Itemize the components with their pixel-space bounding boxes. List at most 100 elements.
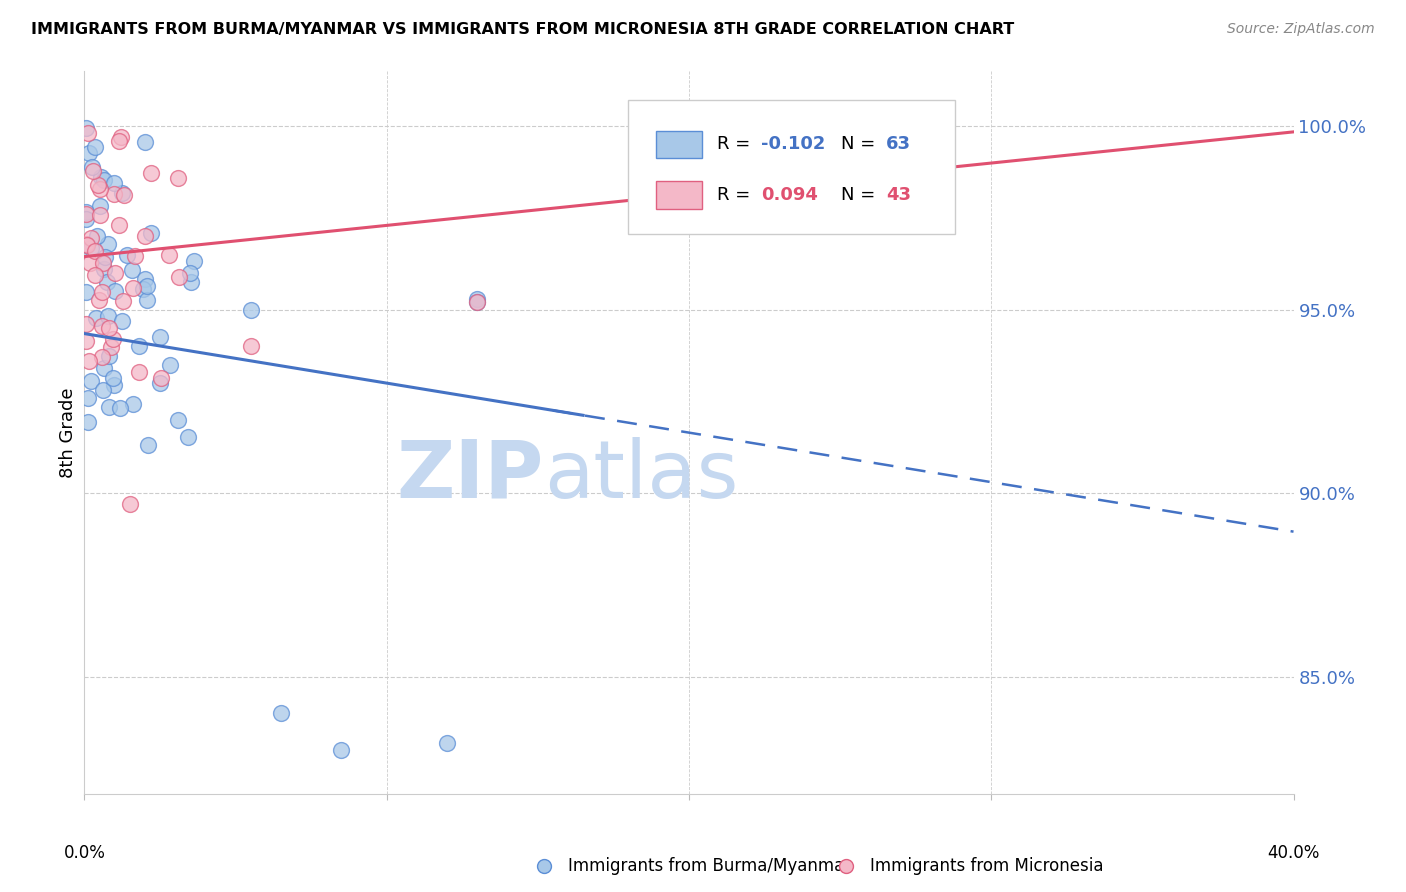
Point (136, 438, 159, 452)
Point (157, 248, 180, 262)
Point (136, 279, 159, 293)
Point (75, 317, 97, 331)
Point (330, 743, 353, 757)
Point (134, 271, 156, 285)
Point (79, 231, 101, 245)
Text: 63: 63 (886, 136, 911, 153)
FancyBboxPatch shape (628, 100, 955, 234)
Text: -0.102: -0.102 (762, 136, 825, 153)
Text: 40.0%: 40.0% (1267, 845, 1320, 863)
Point (159, 358, 181, 372)
Point (89, 293, 111, 307)
Point (132, 282, 155, 296)
Point (167, 412, 190, 426)
Point (177, 430, 200, 444)
Point (93, 261, 115, 276)
Point (76, 127, 98, 141)
Point (77, 415, 100, 429)
Point (76, 391, 98, 405)
Point (91, 256, 114, 270)
Point (98, 401, 121, 415)
Y-axis label: 8th Grade: 8th Grade (59, 387, 77, 478)
Point (94, 250, 117, 264)
Text: N =: N = (841, 186, 882, 204)
Point (82, 163, 104, 178)
Point (270, 706, 292, 721)
Point (141, 166, 163, 180)
Point (128, 339, 150, 353)
Point (183, 254, 205, 268)
Point (98, 349, 121, 363)
Point (75, 206, 97, 220)
Point (77, 145, 100, 160)
Point (89, 199, 111, 213)
Point (75, 285, 97, 299)
Point (467, 292, 489, 306)
Text: Immigrants from Micronesia: Immigrants from Micronesia (870, 857, 1104, 875)
Point (121, 397, 143, 411)
Point (75, 204, 97, 219)
Point (239, 302, 262, 317)
Point (79, 256, 101, 270)
Point (80, 241, 103, 255)
Point (91, 285, 114, 299)
Point (112, 188, 135, 202)
Point (86, 178, 108, 193)
Point (104, 285, 127, 299)
Point (80, 374, 103, 388)
Point (90, 169, 112, 184)
Point (121, 263, 143, 277)
Point (97, 236, 120, 251)
Point (124, 249, 146, 263)
Point (93, 361, 115, 376)
Point (111, 293, 134, 308)
Point (149, 376, 172, 390)
Point (108, 219, 131, 233)
Point (111, 186, 134, 200)
Text: R =: R = (717, 136, 756, 153)
Point (167, 270, 190, 285)
Point (110, 130, 132, 145)
Point (128, 365, 150, 379)
Text: IMMIGRANTS FROM BURMA/MYANMAR VS IMMIGRANTS FROM MICRONESIA 8TH GRADE CORRELATIO: IMMIGRANTS FROM BURMA/MYANMAR VS IMMIGRA… (31, 22, 1014, 37)
Point (179, 266, 201, 280)
Point (101, 371, 124, 385)
Point (118, 497, 141, 511)
Point (108, 401, 131, 415)
Point (76, 238, 98, 252)
Point (122, 281, 145, 295)
Point (104, 266, 127, 280)
Point (141, 226, 163, 240)
FancyBboxPatch shape (657, 181, 702, 209)
Point (89, 181, 111, 195)
Point (150, 371, 173, 385)
Point (86, 228, 108, 243)
Point (75, 334, 97, 348)
Point (101, 332, 124, 346)
Point (149, 330, 172, 344)
Point (75, 237, 97, 252)
Point (103, 187, 125, 202)
Point (84, 268, 107, 283)
Point (97, 321, 120, 335)
Point (134, 229, 156, 244)
Text: atlas: atlas (544, 437, 738, 515)
Point (90, 319, 112, 334)
Text: R =: R = (717, 186, 756, 204)
Point (108, 135, 131, 149)
Point (84, 310, 107, 325)
Point (239, 339, 262, 353)
Point (103, 377, 125, 392)
Point (80, 161, 103, 175)
Point (97, 309, 120, 323)
Point (166, 171, 188, 186)
Point (77, 354, 100, 368)
Point (75, 120, 97, 135)
Point (75, 211, 97, 226)
Point (111, 313, 134, 327)
Point (136, 293, 159, 307)
Point (436, 735, 458, 749)
Point (84, 244, 107, 258)
Text: N =: N = (841, 136, 882, 153)
Point (115, 248, 138, 262)
